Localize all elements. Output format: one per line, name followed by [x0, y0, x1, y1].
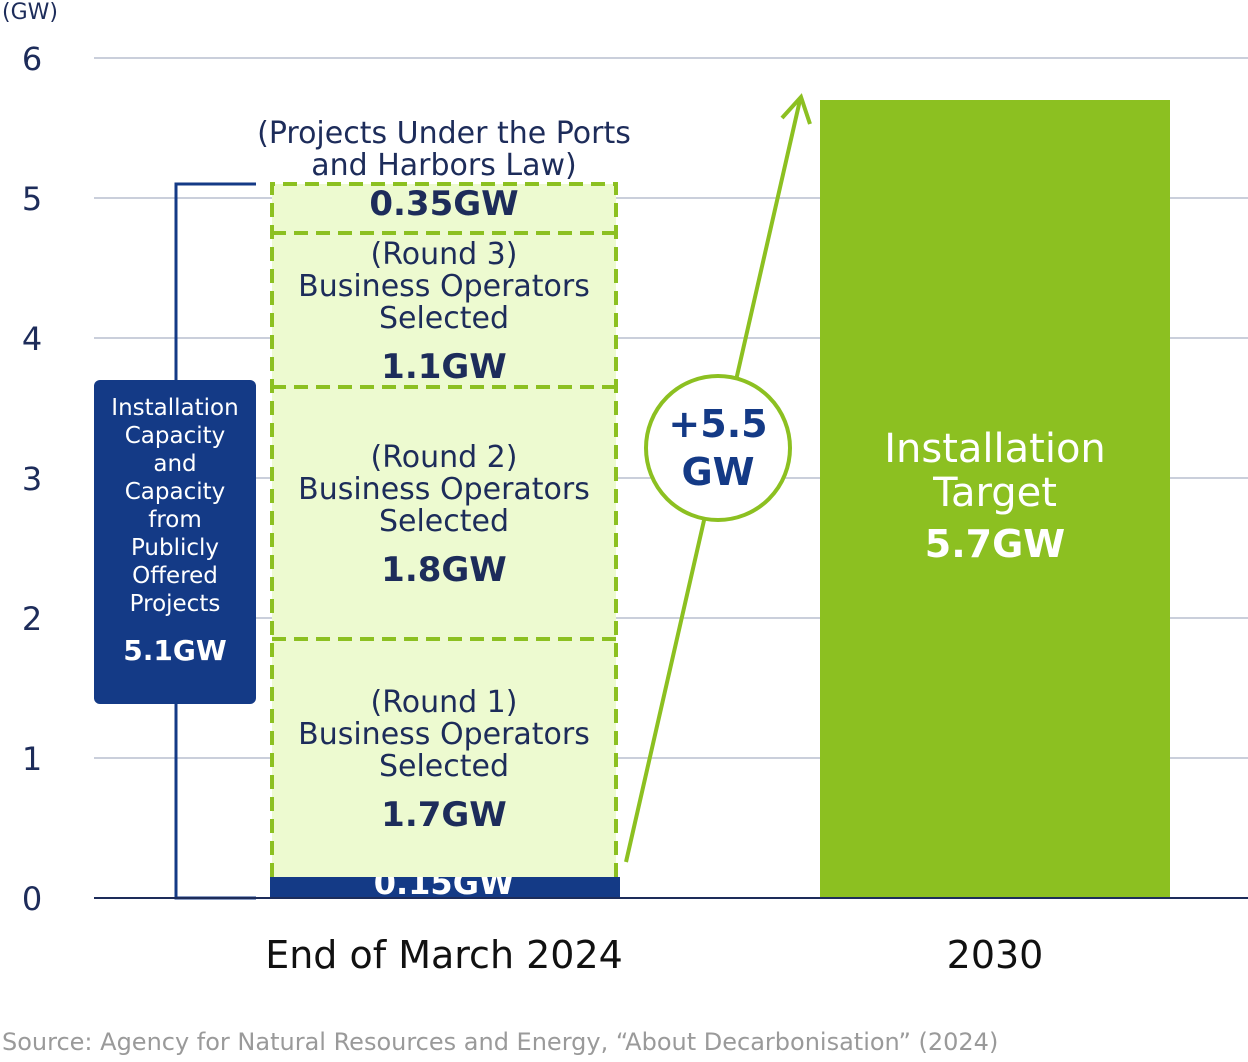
y-tick-label: 3: [22, 460, 42, 498]
source-note: Source: Agency for Natural Resources and…: [2, 1028, 999, 1056]
bar-segment-label: (Round 3) Business Operators Selected: [298, 237, 590, 336]
bar-segment-value: 1.7GW: [381, 795, 507, 835]
label-backdrop: [308, 148, 580, 178]
bar-target-value: 5.7GW: [925, 522, 1065, 566]
y-tick-label: 5: [22, 180, 42, 218]
bar-target: [820, 100, 1170, 898]
y-axis-unit-label: (GW): [2, 0, 58, 25]
bar-segment: [272, 233, 616, 387]
increase-circle: [644, 374, 792, 522]
bar-segment-value: 1.1GW: [381, 347, 507, 387]
y-tick-label: 2: [22, 600, 42, 638]
increase-unit: GW: [681, 450, 754, 494]
bar-segment-value: 0.35GW: [369, 184, 518, 224]
bracket-label: Installation Capacity and Capacity from …: [111, 395, 239, 617]
bracket-value: 5.1GW: [123, 634, 227, 667]
y-tick-label: 1: [22, 740, 42, 778]
x-tick-label: 2030: [947, 933, 1044, 977]
bar-segment: [272, 387, 616, 639]
bar-segment-value: 1.8GW: [381, 550, 507, 590]
y-tick-label: 0: [22, 880, 42, 918]
bar-segment-label: (Round 1) Business Operators Selected: [298, 685, 590, 784]
bar-dashed-outline: [270, 182, 618, 877]
increase-arrow-head: [780, 93, 812, 125]
bar-segment-base: [270, 877, 620, 898]
y-tick-label: 4: [22, 320, 42, 358]
x-tick-label: End of March 2024: [265, 933, 623, 977]
bar-segment-label: (Round 2) Business Operators Selected: [298, 440, 590, 539]
bar-segment: [272, 639, 616, 877]
bar-segment-label: (Projects Under the Ports and Harbors Law…: [257, 116, 631, 183]
bar-target-label: Installation Target: [884, 426, 1106, 516]
increase-value: +5.5: [668, 402, 767, 446]
bar-segment: [272, 184, 616, 233]
bracket-label-box: Installation Capacity and Capacity from …: [94, 380, 256, 704]
y-tick-label: 6: [22, 40, 42, 78]
